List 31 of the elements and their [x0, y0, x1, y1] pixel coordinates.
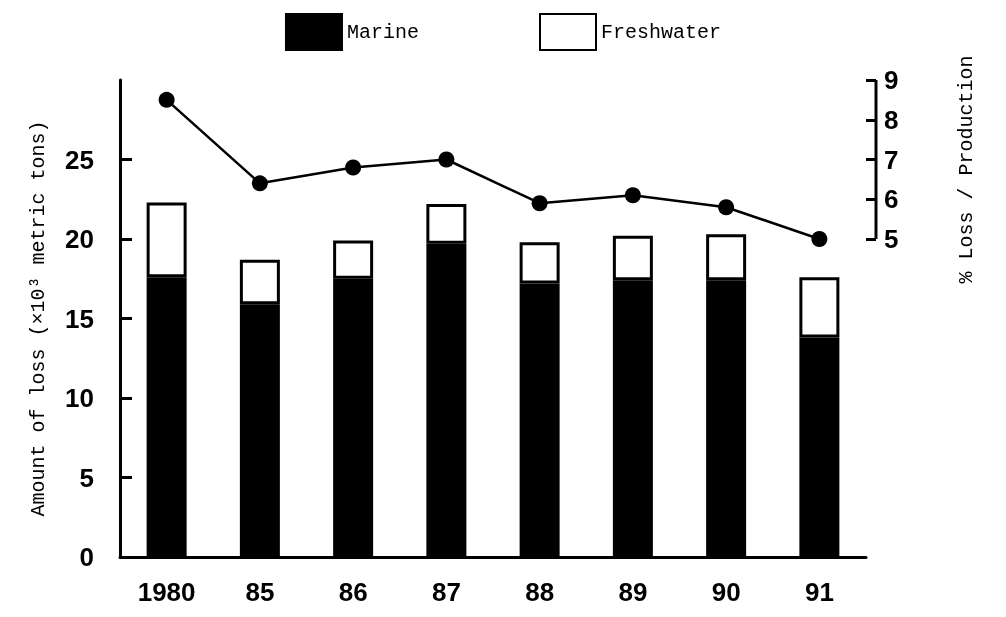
- y2-tick-label: 8: [884, 104, 899, 135]
- legend-label: Freshwater: [601, 20, 722, 44]
- x-tick-label: 86: [338, 577, 368, 607]
- y-axis-title: Amount of loss (×10³ metric tons): [26, 120, 50, 517]
- point: [624, 187, 641, 204]
- y-tick-label: 10: [65, 383, 94, 413]
- x-tick-label: 85: [245, 577, 275, 607]
- legend-label: Marine: [346, 20, 419, 44]
- x-tick-label: 87: [431, 577, 461, 607]
- y-tick-label: 5: [79, 462, 94, 493]
- x-tick-label: 89: [618, 577, 648, 607]
- point: [531, 195, 548, 212]
- point: [718, 199, 735, 216]
- point: [158, 91, 175, 108]
- y2-tick-label: 5: [884, 224, 899, 254]
- y-tick-label: 15: [65, 303, 94, 334]
- y2-axis-title: % Loss / Production: [954, 55, 978, 284]
- x-tick-label: 91: [804, 577, 834, 607]
- y2-tick-label: 7: [884, 144, 899, 175]
- x-tick-label: 88: [525, 577, 555, 607]
- y2-tick-label: 9: [884, 65, 899, 95]
- x-tick-label: 90: [711, 577, 741, 607]
- y2-tick-label: 6: [884, 184, 899, 215]
- y-tick-label: 25: [65, 144, 94, 175]
- x-tick-label: 1980: [137, 577, 196, 607]
- point: [345, 159, 362, 176]
- point: [811, 231, 828, 247]
- y-tick-label: 20: [65, 224, 94, 254]
- point: [251, 175, 268, 192]
- point: [438, 151, 455, 168]
- y-tick-label: 0: [79, 542, 94, 572]
